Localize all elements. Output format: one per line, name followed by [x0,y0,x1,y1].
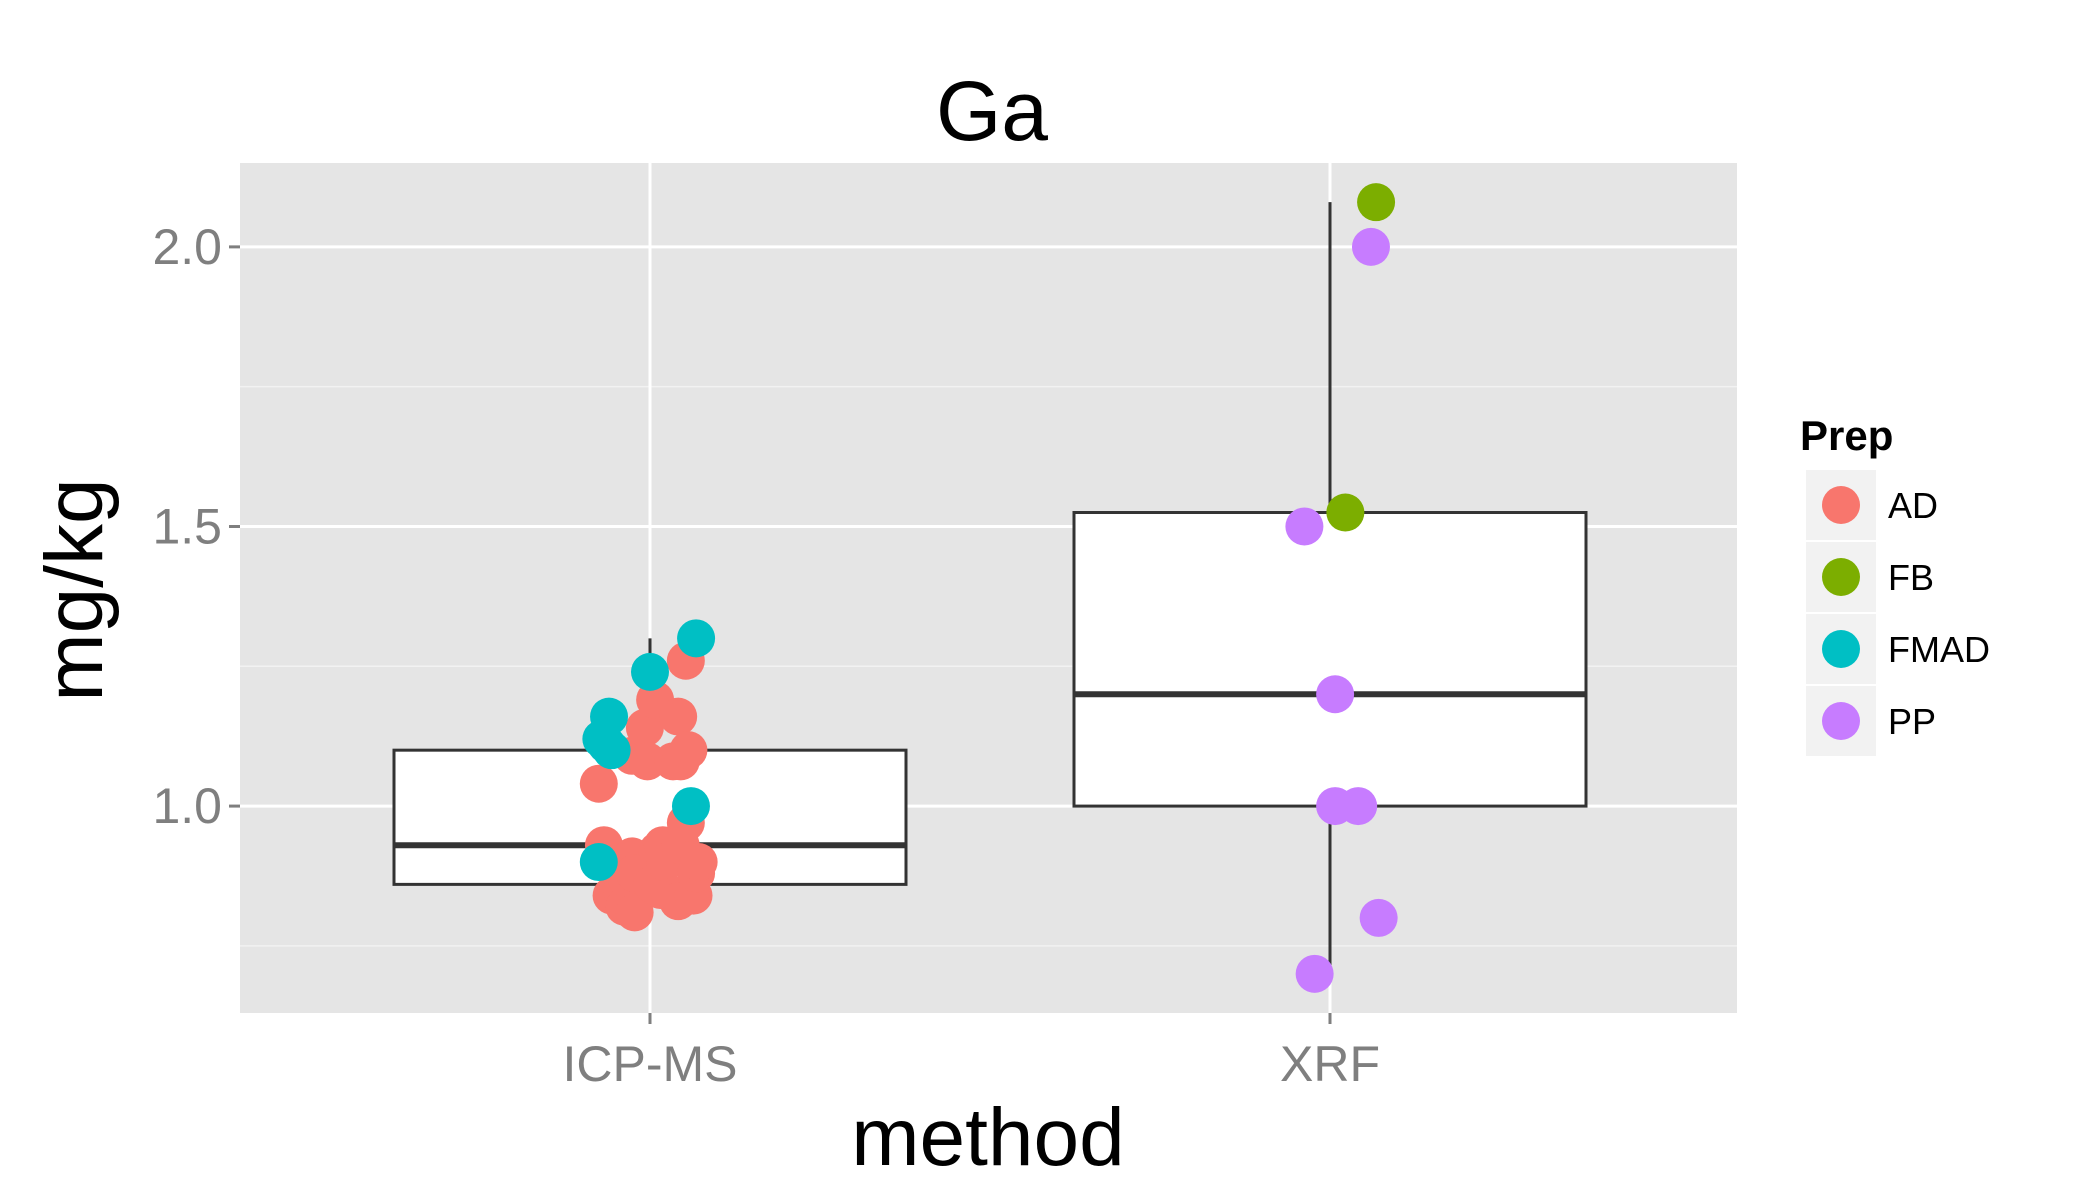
legend: Prep AD FB FMAD PP [1800,412,1990,756]
x-axis-title: method [851,1092,1125,1183]
box [1072,511,1588,808]
data-point [592,731,631,770]
y-tick-label: 1.0 [152,778,222,834]
legend-label: FMAD [1888,629,1990,670]
legend-title: Prep [1800,412,1893,459]
legend-label: PP [1888,701,1936,742]
data-point [659,697,698,736]
data-point [669,731,708,770]
y-axis-title: mg/kg [29,478,120,701]
data-point [671,787,710,826]
data-point [1359,898,1398,937]
data-point [1326,493,1365,532]
legend-label: AD [1888,485,1938,526]
legend-label: FB [1888,557,1934,598]
x-axis-ticks: ICP-MS XRF [563,1013,1380,1092]
data-point [615,893,654,932]
x-tick-label: XRF [1280,1036,1380,1092]
data-point [1295,954,1334,993]
points [579,183,1398,993]
data-point [590,697,629,736]
data-point [1285,507,1324,546]
data-point [1357,183,1396,222]
data-point [679,843,718,882]
y-tick-label: 2.0 [152,219,222,275]
legend-swatch-pp [1822,702,1860,740]
data-point [1339,787,1378,826]
data-point [677,619,716,658]
y-axis-ticks: 1.0 1.5 2.0 [152,219,240,834]
y-tick-label: 1.5 [152,498,222,554]
data-point [1316,675,1355,714]
data-point [631,652,669,691]
data-point [579,764,618,803]
data-point [579,843,618,882]
data-point [1351,227,1390,266]
legend-swatch-fmad [1822,630,1860,668]
x-tick-label: ICP-MS [563,1036,738,1092]
legend-swatch-ad [1822,486,1860,524]
boxes [392,202,1588,974]
legend-swatch-fb [1822,558,1860,596]
chart-title: Ga [936,64,1048,158]
